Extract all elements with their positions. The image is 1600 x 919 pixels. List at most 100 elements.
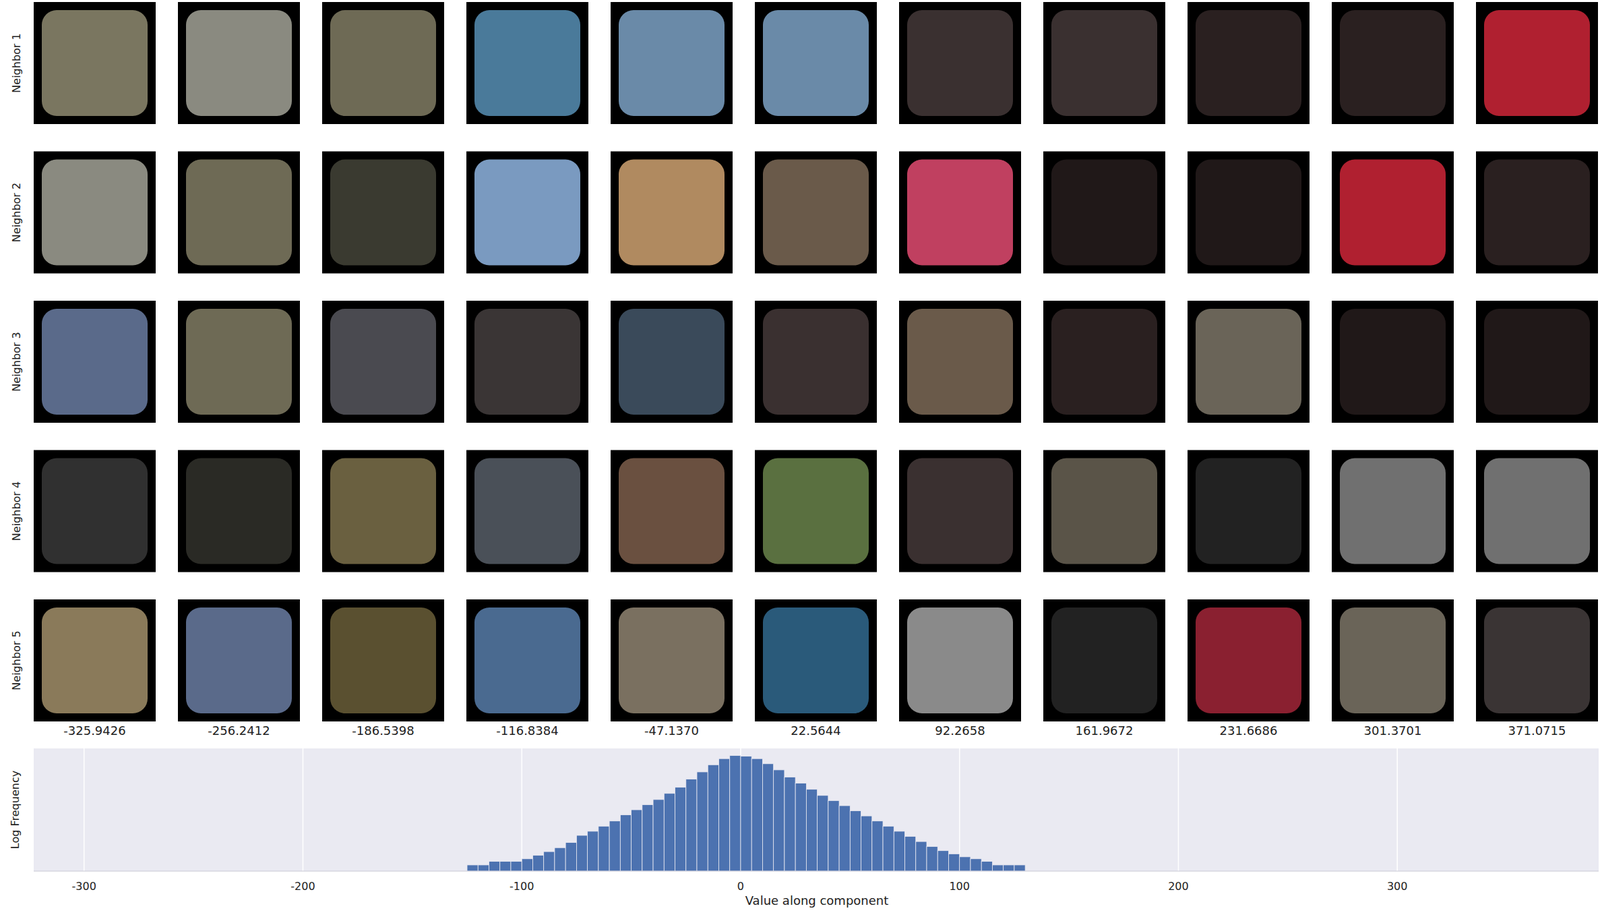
image-background [1475, 450, 1598, 573]
image-background [177, 2, 300, 125]
neighbor-image [466, 2, 589, 125]
histogram-bar [882, 825, 894, 871]
neighbor-image [899, 450, 1022, 573]
image-content [41, 10, 148, 116]
column-label: 161.9672 [1075, 723, 1134, 738]
histogram-bar [839, 805, 850, 871]
column-label: 92.2658 [934, 723, 985, 738]
image-background [177, 450, 300, 573]
histogram-bar [631, 809, 643, 871]
image-content [1195, 159, 1302, 266]
neighbor-image [1331, 2, 1454, 125]
neighbor-image [1043, 450, 1166, 573]
neighbor-image [322, 300, 445, 423]
neighbor-image [322, 450, 445, 573]
x-tick-label: 100 [948, 879, 970, 893]
neighbor-image [33, 450, 156, 573]
neighbor-image [1331, 599, 1454, 722]
image-background [1043, 300, 1166, 423]
image-background [1331, 300, 1454, 423]
figure: Neighbor 1Neighbor 2Neighbor 3Neighbor 4… [0, 0, 1600, 919]
image-background [1331, 2, 1454, 125]
image-background [177, 300, 300, 423]
histogram-bar [653, 799, 664, 871]
histogram-bar [467, 864, 478, 871]
image-background [1331, 450, 1454, 573]
histogram-bar [510, 861, 522, 871]
image-content [474, 458, 581, 565]
image-content [474, 10, 581, 116]
image-content [41, 458, 148, 565]
neighbor-image [1475, 300, 1598, 423]
neighbor-image [899, 2, 1022, 125]
image-content [618, 159, 725, 266]
neighbor-image [466, 599, 589, 722]
histogram-bar [565, 842, 577, 871]
histogram-bar [587, 831, 599, 871]
x-tick-label: -200 [290, 879, 315, 893]
histogram-bar [675, 787, 687, 871]
image-background [177, 599, 300, 722]
image-content [1339, 308, 1446, 415]
image-content [1484, 10, 1590, 116]
neighbor-image [899, 300, 1022, 423]
column-label: 371.0715 [1508, 723, 1567, 738]
plot-background [33, 748, 1599, 871]
neighbor-image [177, 300, 300, 423]
column-label: -47.1370 [644, 723, 699, 738]
neighbor-image [1475, 450, 1598, 573]
image-background [1043, 450, 1166, 573]
image-content [1051, 308, 1158, 415]
histogram-bar [576, 835, 588, 871]
histogram-bar [488, 861, 500, 871]
image-background [754, 599, 877, 722]
neighbor-image [322, 151, 445, 274]
column-label: 301.3701 [1364, 723, 1423, 738]
neighbor-image [899, 599, 1022, 722]
histogram-bar [817, 795, 829, 871]
image-content [907, 458, 1013, 565]
histogram-bar [686, 778, 697, 871]
image-content [41, 607, 148, 714]
image-content [330, 10, 437, 116]
histogram-bar [762, 763, 774, 871]
neighbor-image [1043, 151, 1166, 274]
histogram-bar [970, 858, 982, 871]
image-content [907, 159, 1013, 266]
image-content [1051, 607, 1158, 714]
x-tick-label: 300 [1387, 879, 1408, 893]
histogram-bar [1003, 864, 1015, 871]
image-background [610, 450, 733, 573]
grid-line [1178, 748, 1180, 871]
image-content [41, 308, 148, 415]
image-background [1331, 151, 1454, 274]
histogram-bar [806, 789, 817, 871]
image-background [466, 2, 589, 125]
neighbor-image [610, 450, 733, 573]
image-background [322, 151, 445, 274]
image-content [186, 159, 292, 266]
x-tick-label: 200 [1167, 879, 1189, 893]
image-background [1187, 599, 1310, 722]
image-content [186, 10, 292, 116]
image-content [618, 458, 725, 565]
image-content [330, 607, 437, 714]
x-axis-label: Value along component [745, 893, 889, 908]
histogram-bar [959, 856, 971, 871]
neighbor-image [610, 151, 733, 274]
neighbor-image [177, 450, 300, 573]
histogram-bar [521, 858, 533, 871]
histogram-bar [773, 769, 785, 871]
image-content [1484, 607, 1590, 714]
x-axis-line [33, 870, 1599, 872]
column-label: 231.6686 [1219, 723, 1278, 738]
histogram-bar [598, 825, 610, 871]
histogram-bar [543, 851, 555, 871]
row-label: Neighbor 4 [10, 481, 23, 541]
image-background [322, 599, 445, 722]
x-tick-label: 0 [737, 879, 745, 893]
image-content [618, 308, 725, 415]
image-content [1484, 458, 1590, 565]
image-background [899, 450, 1022, 573]
image-content [1339, 607, 1446, 714]
